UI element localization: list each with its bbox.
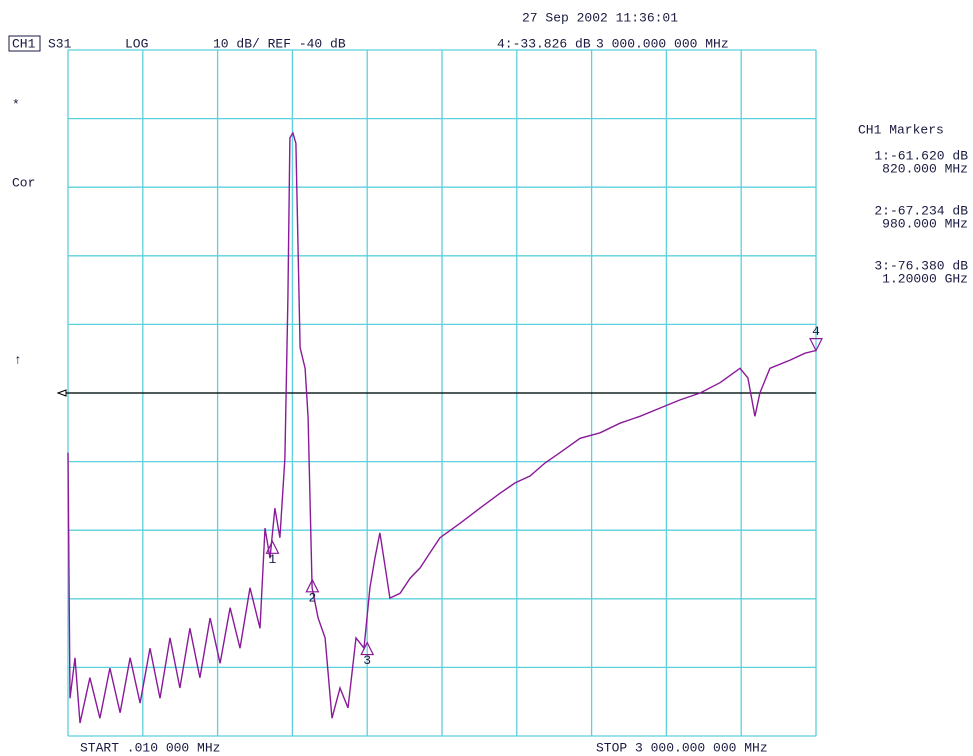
scale-text: 10 dB/ REF -40 dB [213,36,346,51]
marker-label: 3 [363,653,371,668]
marker-readout: 1:-61.620 dB [874,148,968,163]
active-marker-readout: 4:-33.826 dB [497,36,591,51]
marker [809,338,823,352]
marker-freq: 1.20000 GHz [882,271,968,286]
markers-title: CH1 Markers [858,122,944,137]
marker-readout: 2:-67.234 dB [874,203,968,218]
reference-pointer [56,389,67,397]
channel: CH1 [12,36,36,51]
trace [67,131,817,724]
status-mark: * [12,97,20,112]
marker-label: 4 [812,324,820,339]
status-mark: Cor [12,175,35,190]
marker-label: 2 [308,590,316,605]
status-mark: ↑ [14,352,22,367]
parameter: S31 [48,36,72,51]
marker-readout: 3:-76.380 dB [874,258,968,273]
marker-freq: 820.000 MHz [882,161,968,176]
marker-label: 1 [269,552,277,567]
marker [305,578,320,593]
start-label: START .010 000 MHz [80,740,220,755]
stop-label: STOP 3 000.000 000 MHz [596,740,768,755]
marker-freq: 980.000 MHz [882,216,968,231]
format: LOG [125,36,148,51]
channel-box [8,35,41,52]
timestamp: 27 Sep 2002 11:36:01 [522,10,678,25]
marker [360,641,375,656]
marker [265,539,280,554]
active-marker-freq: 3 000.000 000 MHz [596,36,729,51]
